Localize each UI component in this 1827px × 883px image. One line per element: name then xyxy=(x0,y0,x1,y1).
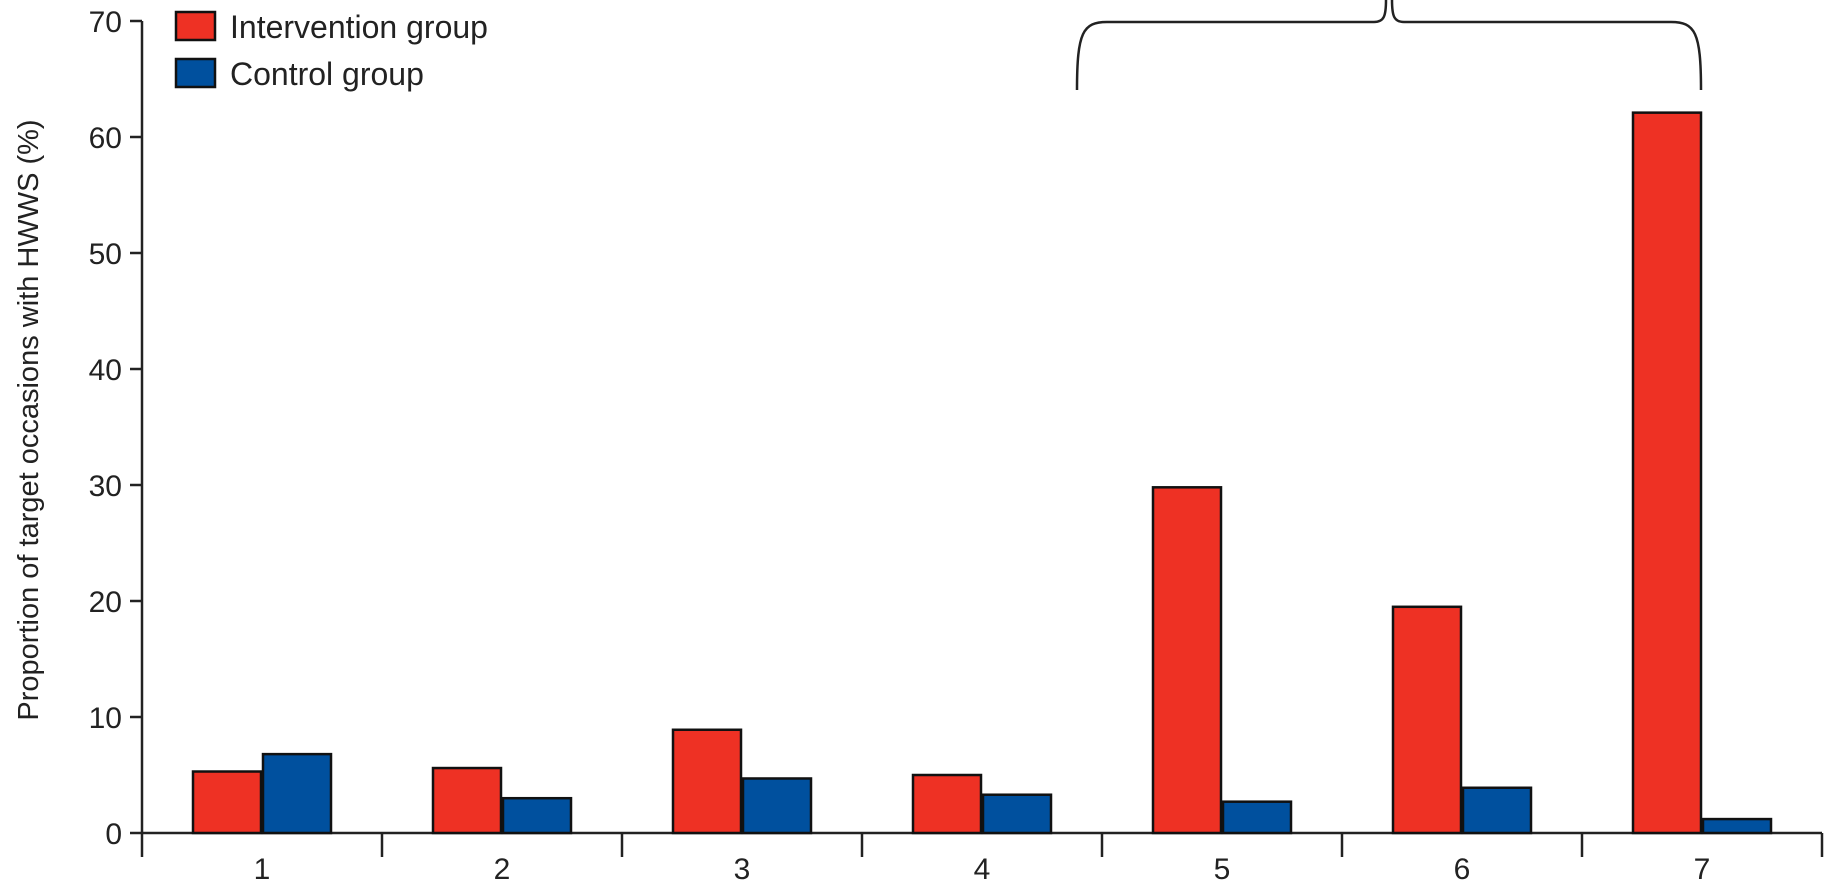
bar-intervention-1 xyxy=(191,770,263,835)
bar-intervention-7 xyxy=(1631,111,1703,835)
bar-intervention-3 xyxy=(671,728,743,835)
y-tick-label: 60 xyxy=(89,122,122,155)
annotation-brace xyxy=(1075,0,1703,91)
y-tick-label: 40 xyxy=(89,354,122,387)
x-tick-label: 7 xyxy=(1694,853,1711,883)
bar-control-1 xyxy=(261,752,333,835)
bar-control-2 xyxy=(501,796,573,835)
legend-swatch-1 xyxy=(174,57,217,89)
bar-intervention-6 xyxy=(1391,605,1463,835)
x-tick-label: 6 xyxy=(1454,853,1471,883)
x-tick-label: 3 xyxy=(734,853,751,883)
bars xyxy=(191,111,1773,835)
y-tick-label: 20 xyxy=(89,586,122,619)
bar-control-6 xyxy=(1461,786,1533,835)
legend: Intervention group Control group xyxy=(174,9,488,92)
y-tick-label: 0 xyxy=(105,818,122,851)
bar-control-3 xyxy=(741,777,813,835)
legend-swatch-0 xyxy=(174,10,217,42)
y-tick-label: 70 xyxy=(89,6,122,39)
bar-control-5 xyxy=(1221,800,1293,835)
x-tick-label: 4 xyxy=(974,853,991,883)
y-tick-label: 50 xyxy=(89,238,122,271)
legend-label-1: Control group xyxy=(230,56,424,92)
y-axis-title: Proportion of target occasions with HWWS… xyxy=(13,119,45,720)
y-tick-label: 30 xyxy=(89,470,122,503)
x-axis: 1 2 3 4 5 6 7 xyxy=(140,831,1824,883)
x-tick-label: 2 xyxy=(494,853,511,883)
legend-label-0: Intervention group xyxy=(230,9,488,45)
x-tick-label: 5 xyxy=(1214,853,1231,883)
bar-intervention-5 xyxy=(1151,486,1223,835)
y-tick-label: 10 xyxy=(89,702,122,735)
bar-intervention-4 xyxy=(911,773,983,835)
x-tick-label: 1 xyxy=(254,853,271,883)
bar-control-7 xyxy=(1701,817,1773,835)
bar-intervention-2 xyxy=(431,766,503,835)
bar-control-4 xyxy=(981,793,1053,835)
y-axis: 0 10 20 30 40 50 60 70 xyxy=(89,6,144,851)
